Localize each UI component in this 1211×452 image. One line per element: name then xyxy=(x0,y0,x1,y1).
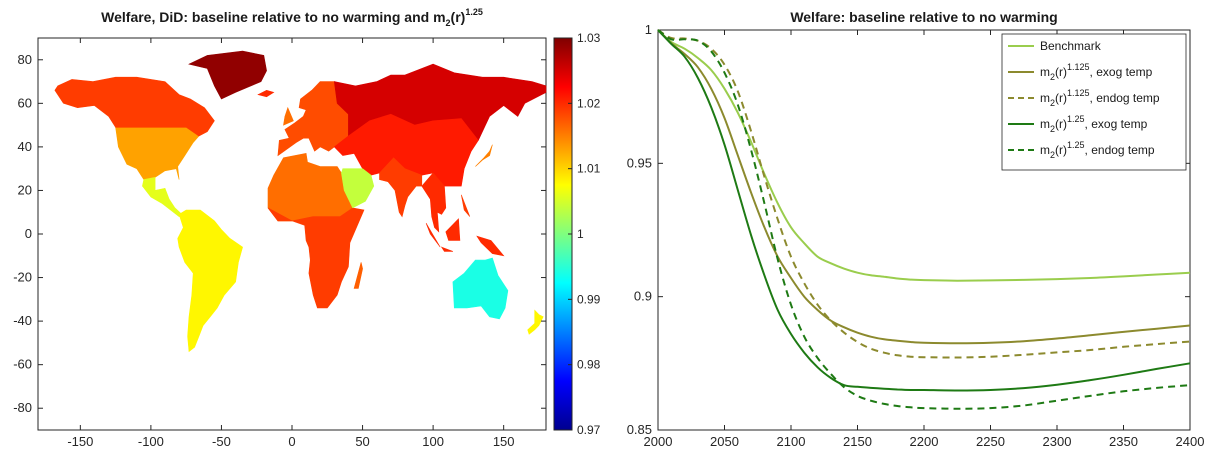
map-island-japan xyxy=(475,144,493,167)
map-y-tick-label: 20 xyxy=(18,182,32,197)
map-title: Welfare, DiD: baseline relative to no wa… xyxy=(101,7,483,28)
map-region-new-zealand xyxy=(527,309,544,335)
series-line-benchmark xyxy=(657,29,1191,282)
colorbar-tick-label: 0.97 xyxy=(577,423,601,437)
line-panel: Welfare: baseline relative to no warming… xyxy=(627,9,1205,449)
series-line-m2-1125-exog xyxy=(657,29,1191,345)
map-region-australia xyxy=(452,257,509,320)
legend-label-m2-1125-endog: m2(r)1.125, endog temp xyxy=(1040,88,1160,108)
map-island-borneo xyxy=(445,218,461,241)
legend-label-m2-1125-exog: m2(r)1.125, exog temp xyxy=(1040,62,1153,82)
line-series-group xyxy=(657,29,1191,410)
map-panel: Welfare, DiD: baseline relative to no wa… xyxy=(13,7,547,449)
map-y-tick-label: -80 xyxy=(13,400,32,415)
map-x-tick-label: -50 xyxy=(212,434,231,449)
line-x-tick-label: 2400 xyxy=(1176,434,1205,449)
legend-box xyxy=(1001,33,1187,171)
line-x-tick-label: 2200 xyxy=(910,434,939,449)
line-x-tick-label: 2350 xyxy=(1109,434,1138,449)
colorbar-tick-label: 1.01 xyxy=(577,162,601,176)
line-y-tick-label: 1 xyxy=(645,22,652,37)
colorbar-tick-label: 1.02 xyxy=(577,96,601,110)
map-x-tick-label: 150 xyxy=(493,434,515,449)
series-line-m2-125-exog xyxy=(657,29,1191,392)
map-region-africa-central-south xyxy=(267,207,365,309)
line-x-tick-label: 2250 xyxy=(976,434,1005,449)
legend-label-benchmark: Benchmark xyxy=(1040,39,1102,53)
map-y-axis: 80 60 40 20 0 -20 -40 -60 -80 xyxy=(13,52,546,415)
map-island-java xyxy=(440,246,454,252)
legend-label-m2-125-endog: m2(r)1.25, endog temp xyxy=(1040,140,1155,160)
colorbar-tick-label: 1.03 xyxy=(577,31,601,45)
map-region-arabian-peninsula xyxy=(341,168,375,209)
map-region-canada-alaska xyxy=(54,76,215,137)
map-island-madagascar xyxy=(353,262,363,289)
map-y-tick-label: -40 xyxy=(13,313,32,328)
line-title: Welfare: baseline relative to no warming xyxy=(790,9,1057,25)
map-y-tick-label: -20 xyxy=(13,270,32,285)
map-y-tick-label: 60 xyxy=(18,95,32,110)
map-x-tick-label: 50 xyxy=(355,434,369,449)
map-y-tick-label: 40 xyxy=(18,139,32,154)
line-x-axis: 2000 2050 2100 2150 2200 2250 2300 2350 2400 xyxy=(644,30,1205,449)
line-x-tick-label: 2100 xyxy=(777,434,806,449)
line-x-tick-label: 2300 xyxy=(1043,434,1072,449)
colorbar-tick-label: 0.99 xyxy=(577,292,601,306)
line-y-tick-label: 0.95 xyxy=(627,155,652,170)
map-x-tick-label: 0 xyxy=(288,434,295,449)
line-y-tick-label: 0.85 xyxy=(627,422,652,437)
series-line-m2-1125-endog xyxy=(657,29,1191,359)
line-x-tick-label: 2050 xyxy=(710,434,739,449)
colorbar-ticks: 1.03 1.02 1.01 1 0.99 0.98 0.97 xyxy=(568,31,601,437)
map-x-tick-label: -150 xyxy=(67,434,93,449)
map-island-new-guinea xyxy=(476,235,505,257)
line-y-axis: 1 0.95 0.9 0.85 xyxy=(627,22,1190,437)
map-island-sumatra xyxy=(425,222,441,248)
map-y-tick-label: -60 xyxy=(13,357,32,372)
map-land xyxy=(54,50,547,353)
legend: Benchmark m2(r)1.125, exog temp m2(r)1.125… xyxy=(1001,33,1187,171)
series-line-m2-125-endog xyxy=(657,29,1191,410)
line-x-tick-label: 2000 xyxy=(644,434,673,449)
colorbar-tick-label: 1 xyxy=(577,227,584,241)
line-y-tick-label: 0.9 xyxy=(634,289,652,304)
map-island-philippines xyxy=(461,194,471,217)
legend-label-m2-125-exog: m2(r)1.25, exog temp xyxy=(1040,114,1148,134)
map-region-greenland xyxy=(188,50,267,100)
map-x-axis: -150 -100 -50 0 50 100 150 xyxy=(67,38,515,449)
colorbar: 1.03 1.02 1.01 1 0.99 0.98 0.97 xyxy=(553,31,601,437)
map-y-tick-label: 0 xyxy=(25,226,32,241)
map-y-tick-label: 80 xyxy=(18,52,32,67)
map-x-tick-label: 100 xyxy=(422,434,444,449)
map-region-south-asia xyxy=(379,157,423,218)
line-x-tick-label: 2150 xyxy=(843,434,872,449)
map-island-iceland xyxy=(257,89,275,98)
map-island-britain xyxy=(283,106,294,126)
map-region-south-america xyxy=(177,209,243,353)
map-region-southeast-asia xyxy=(421,172,447,233)
map-x-tick-label: -100 xyxy=(138,434,164,449)
colorbar-tick-label: 0.98 xyxy=(577,358,601,372)
